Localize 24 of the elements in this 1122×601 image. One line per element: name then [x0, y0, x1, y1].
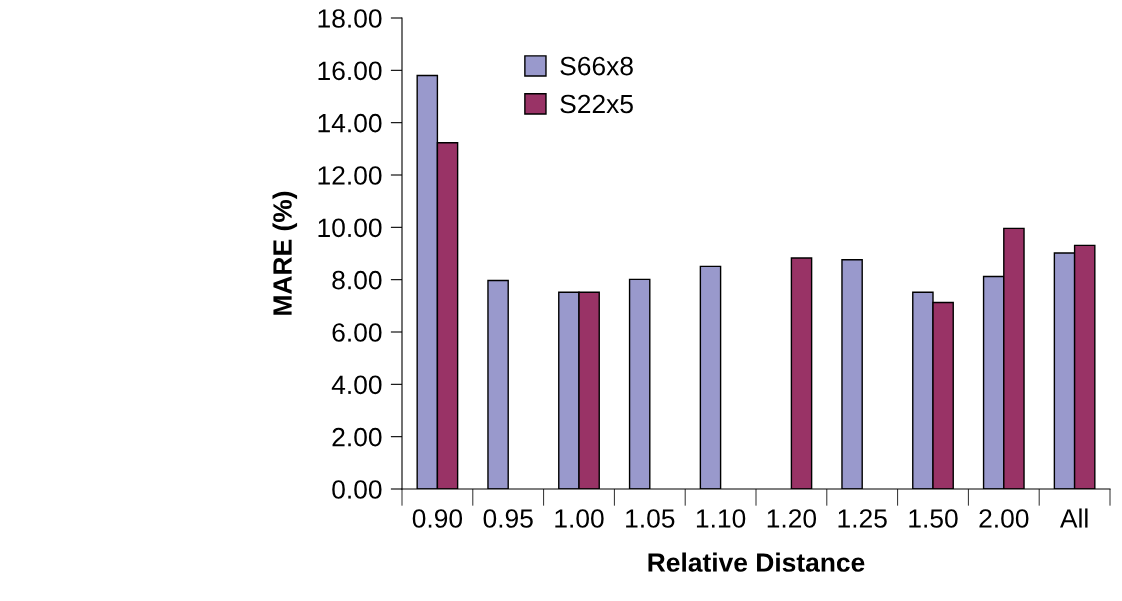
y-tick-label: 12.00 — [318, 166, 382, 185]
y-tick-label: 6.00 — [332, 323, 382, 342]
x-tick-label: 1.00 — [555, 509, 604, 528]
y-tick-label: 16.00 — [318, 61, 382, 81]
x-axis-title: Relative Distance — [648, 552, 865, 572]
x-tick-label: 1.10 — [696, 509, 746, 528]
x-tick-label: All — [1059, 508, 1088, 528]
x-tick-label: 2.00 — [979, 509, 1029, 528]
x-tick-label: 0.95 — [483, 509, 533, 528]
y-tick-label: 10.00 — [318, 218, 382, 238]
y-tick-label: 4.00 — [331, 375, 382, 395]
x-tick-label: 1.25 — [838, 509, 887, 528]
y-tick-label: 0.00 — [332, 480, 382, 499]
y-tick-label: 8.00 — [332, 270, 382, 290]
x-tick-label: 1.20 — [767, 509, 817, 528]
x-tick-label: 0.90 — [412, 509, 463, 528]
x-tick-label: 1.50 — [909, 509, 958, 528]
legend-label: S22x5 — [560, 94, 633, 114]
y-tick-label: 2.00 — [332, 427, 382, 447]
y-tick-label: 18.00 — [318, 9, 382, 28]
x-tick-label: 1.05 — [626, 509, 675, 528]
y-axis-title: MARE (%) — [272, 191, 298, 315]
legend-label: S66x8 — [560, 56, 633, 76]
y-tick-label: 14.00 — [318, 113, 382, 133]
